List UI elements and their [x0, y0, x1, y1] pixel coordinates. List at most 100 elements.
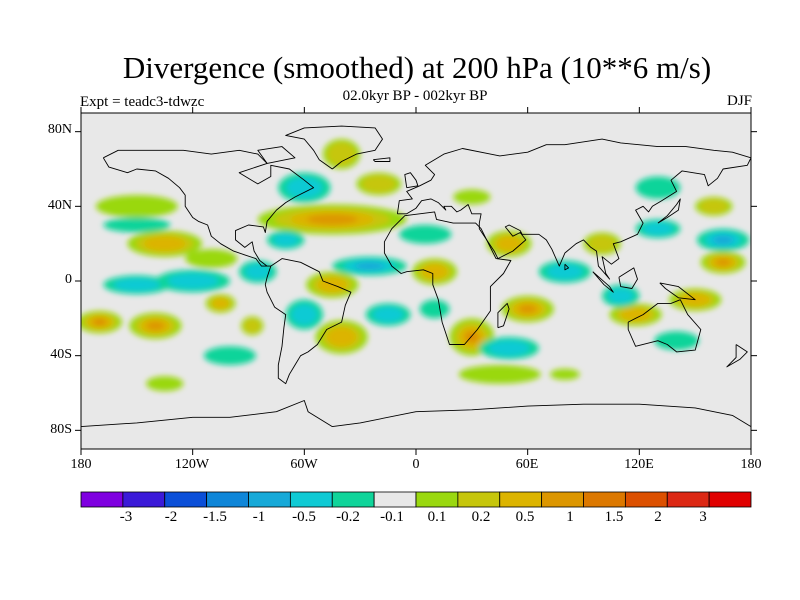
divergence-negative-contour: [488, 340, 530, 357]
lon-label: 60E: [515, 457, 539, 472]
lon-label: 60W: [290, 457, 318, 472]
divergence-negative-contour: [419, 299, 450, 319]
colorbar-swatch: [541, 491, 584, 508]
chart-subtitle: 02.0kyr BP - 002kyr BP: [342, 88, 488, 104]
divergence-positive-contour: [361, 175, 397, 193]
divergence-negative-contour: [372, 306, 404, 323]
lon-label: 180: [70, 457, 92, 472]
lat-label: 40S: [50, 347, 72, 362]
divergence-positive-contour: [212, 298, 229, 309]
experiment-label: Expt = teadc3-tdwzc: [80, 94, 205, 110]
divergence-positive-contour: [453, 189, 491, 205]
divergence-positive-contour: [326, 327, 357, 347]
divergence-positive-contour: [96, 320, 103, 324]
colorbar-swatch: [331, 491, 375, 508]
divergence-positive-contour: [458, 365, 541, 384]
colorbar-swatch: [122, 491, 166, 508]
coastlines: [81, 125, 751, 428]
divergence-positive-contour: [518, 304, 537, 314]
divergence-negative-contour: [291, 304, 318, 326]
lon-label: 0: [412, 457, 420, 472]
coastline-greenland: [285, 125, 383, 170]
axis-ticks: [75, 107, 757, 455]
coastline-new-guinea: [659, 282, 696, 301]
coastline-north-america: [102, 149, 315, 267]
coastline-iceland: [372, 157, 391, 162]
lon-label: 120W: [174, 457, 210, 472]
colorbar-swatch: [708, 491, 752, 508]
divergence-negative-contour: [654, 331, 699, 351]
divergence-positive-contour: [699, 199, 729, 214]
divergence-positive-contour: [587, 234, 617, 253]
colorbar-swatch: [415, 491, 459, 508]
divergence-negative-contour: [272, 233, 299, 247]
coastline-borneo: [618, 267, 638, 289]
colorbar-label: -2: [164, 509, 178, 525]
divergence-negative-contour: [286, 177, 323, 199]
colorbar-swatch: [80, 491, 124, 508]
colorbar-swatch: [457, 491, 501, 508]
colorbar-label: -3: [119, 509, 133, 525]
divergence-positive-contour: [95, 195, 178, 218]
lon-label: 180: [740, 457, 762, 472]
divergence-negative-contour: [399, 225, 452, 244]
divergence-positive-contour: [715, 258, 731, 267]
divergence-positive-contour: [496, 236, 522, 251]
divergence-negative-contour: [354, 262, 385, 270]
colorbar-swatch: [164, 491, 208, 508]
divergence-negative-contour: [712, 235, 734, 245]
colorbar-label: 0.2: [471, 509, 491, 525]
divergence-positive-contour: [306, 214, 358, 225]
colorbar-label: -0.2: [336, 509, 360, 525]
lat-label: 0: [65, 272, 72, 287]
divergence-positive-contour: [146, 321, 165, 331]
colorbar-swatch: [248, 491, 291, 508]
colorbar-label: 0.5: [515, 509, 535, 525]
divergence-negative-contour: [166, 273, 219, 289]
colorbar: [80, 491, 752, 508]
divergence-negative-contour: [546, 263, 584, 280]
colorbar-label: -0.5: [292, 509, 316, 525]
divergence-positive-contour: [243, 318, 261, 334]
coastline-japan: [657, 198, 681, 224]
coastline-eurasia: [396, 138, 751, 280]
season-label: DJF: [726, 93, 752, 109]
coastline-uk: [404, 172, 419, 189]
coastline-south-america: [264, 258, 352, 385]
divergence-positive-contour: [550, 368, 580, 380]
lat-label: 80S: [50, 422, 72, 437]
lat-label: 40N: [47, 198, 72, 213]
divergence-negative-contour: [607, 288, 634, 304]
coastline-sumatra: [592, 271, 614, 293]
colorbar-swatch: [373, 491, 417, 508]
colorbar-swatch: [289, 491, 333, 508]
divergence-negative-contour: [113, 278, 161, 292]
coastline-new-zealand: [726, 344, 748, 368]
coastline-australia: [627, 299, 702, 353]
colorbar-swatch: [666, 491, 710, 508]
colorbar-label: 0.1: [427, 509, 447, 525]
lon-label: 120E: [624, 457, 654, 472]
colorbar-label: 1: [566, 509, 574, 525]
divergence-field: [81, 139, 750, 392]
coastline-africa: [383, 211, 512, 345]
coastline-antarctica: [81, 400, 751, 428]
divergence-positive-contour: [422, 264, 448, 279]
colorbar-swatch: [624, 491, 668, 508]
coastline-madagascar: [497, 302, 510, 329]
chart-title: Divergence (smoothed) at 200 hPa (10**6 …: [122, 50, 712, 85]
colorbar-label: 1.5: [604, 509, 624, 525]
colorbar-label: -1.5: [203, 509, 227, 525]
colorbar-swatch: [583, 491, 626, 508]
colorbar-swatch: [499, 491, 543, 508]
divergence-negative-contour: [642, 222, 674, 236]
coastline-sri-lanka: [564, 263, 570, 271]
divergence-negative-contour: [203, 346, 256, 365]
divergence-negative-contour: [635, 176, 681, 199]
lat-label: 80N: [47, 122, 72, 137]
divergence-negative-contour: [103, 217, 171, 233]
divergence-positive-contour: [146, 376, 184, 392]
colorbar-label: -1: [252, 509, 266, 525]
divergence-positive-contour: [327, 142, 357, 166]
